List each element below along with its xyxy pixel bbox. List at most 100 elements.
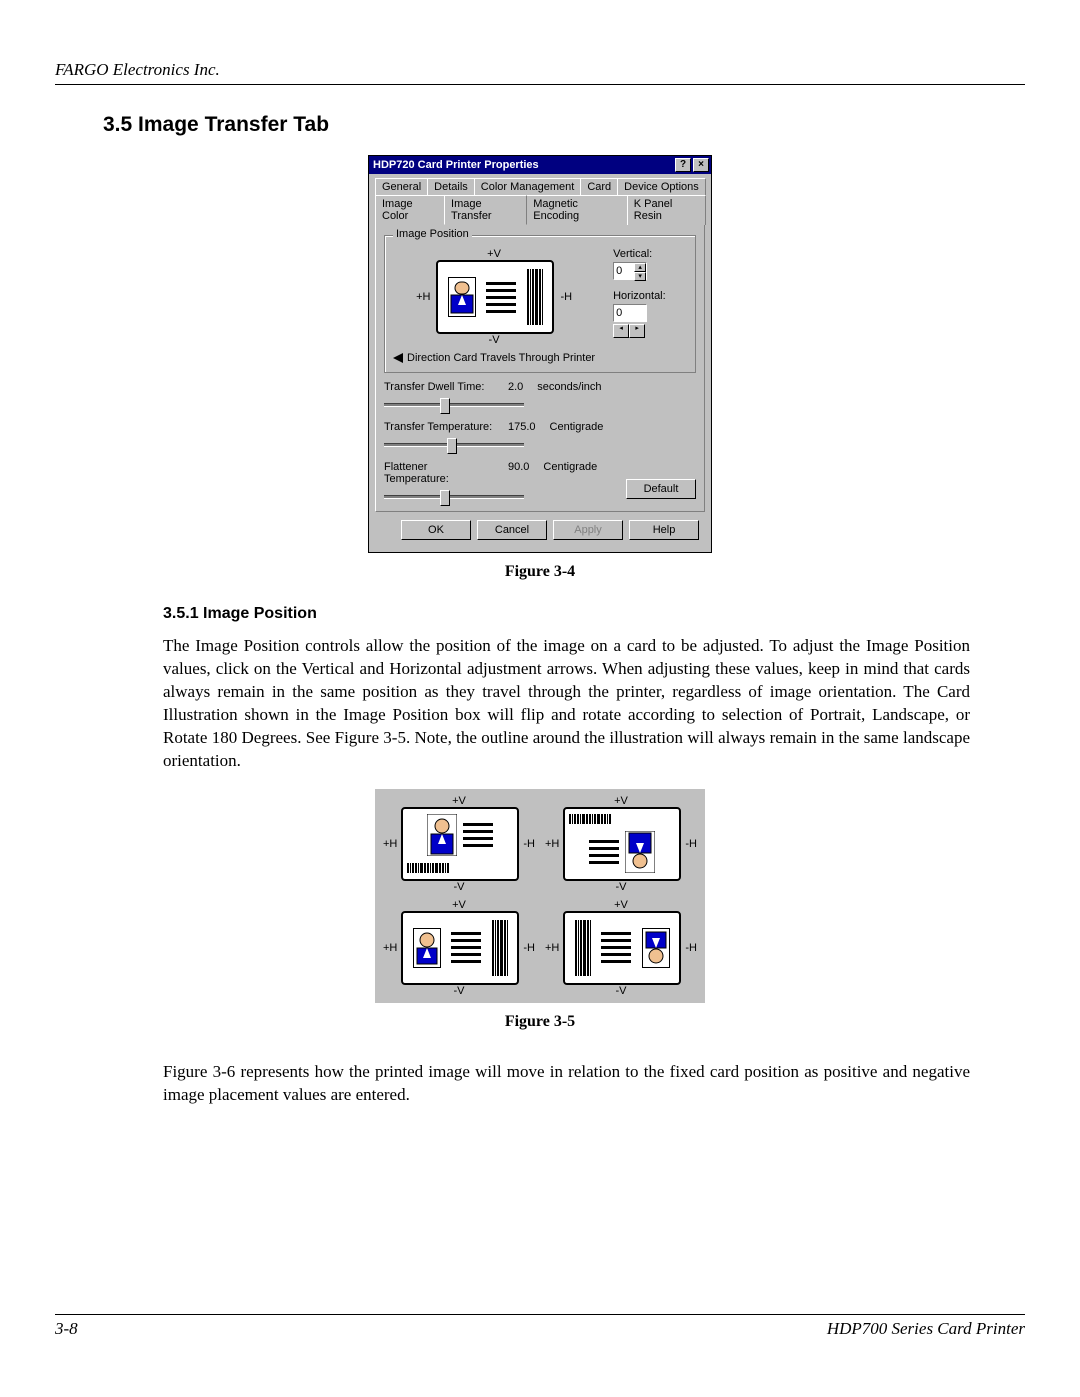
dwell-time-value: 2.0	[508, 381, 523, 393]
minus-h-label: -H	[560, 291, 572, 303]
text-lines-icon	[451, 932, 481, 963]
horizontal-label: Horizontal:	[613, 290, 666, 302]
paragraph-2: Figure 3-6 represents how the printed im…	[163, 1061, 970, 1107]
cell-plus-h: +H	[383, 838, 397, 850]
subsection-title: 3.5.1 Image Position	[163, 605, 1025, 623]
figure-3-5-caption: Figure 3-5	[55, 1013, 1025, 1031]
barcode-icon	[569, 814, 669, 824]
titlebar: HDP720 Card Printer Properties ? ×	[369, 156, 711, 174]
tab-row-1: General Details Color Management Card De…	[375, 178, 705, 195]
minus-v-label: -V	[489, 334, 500, 346]
tab-k-panel-resin[interactable]: K Panel Resin	[627, 195, 706, 225]
tab-image-transfer[interactable]: Image Transfer	[444, 195, 527, 225]
tab-device-options[interactable]: Device Options	[617, 178, 706, 195]
text-lines-icon	[589, 840, 619, 864]
flat-thumb[interactable]	[440, 490, 450, 506]
transfer-temp-unit: Centigrade	[550, 421, 604, 433]
portrait-icon	[413, 928, 441, 968]
tab-color-management[interactable]: Color Management	[474, 178, 582, 195]
horizontal-left-button[interactable]: ◂	[613, 324, 629, 338]
tab-row-2: Image Color Image Transfer Magnetic Enco…	[375, 195, 705, 225]
help-icon[interactable]: ?	[675, 158, 691, 172]
vertical-up-button[interactable]: ▴	[634, 263, 646, 272]
section-title-text: Image Transfer Tab	[138, 113, 329, 136]
cancel-button[interactable]: Cancel	[477, 520, 547, 540]
dwell-time-label: Transfer Dwell Time:	[384, 381, 494, 393]
tab-details[interactable]: Details	[427, 178, 475, 195]
cell-plus-h: +H	[383, 942, 397, 954]
subsection-title-text: Image Position	[203, 605, 317, 622]
horizontal-input[interactable]: 0	[613, 304, 647, 322]
cell-minus-v: -V	[616, 881, 627, 893]
portrait-icon	[642, 928, 670, 968]
text-lines-icon	[463, 823, 493, 847]
text-lines-icon	[486, 282, 516, 313]
vertical-value: 0	[616, 265, 622, 277]
transfer-temp-slider[interactable]	[384, 443, 524, 447]
barcode-icon	[492, 920, 508, 976]
group-title: Image Position	[393, 228, 472, 240]
portrait-icon	[427, 814, 457, 856]
vertical-down-button[interactable]: ▾	[634, 272, 646, 281]
dwell-time-unit: seconds/inch	[537, 381, 601, 393]
transfer-temp-label: Transfer Temperature:	[384, 421, 494, 433]
page-footer: 3-8 HDP700 Series Card Printer	[55, 1314, 1025, 1339]
image-transfer-panel: Image Position +V +H	[375, 224, 705, 512]
flattener-temp-value: 90.0	[508, 461, 529, 485]
cell-minus-v: -V	[454, 881, 465, 893]
horizontal-value: 0	[616, 307, 622, 319]
cell-plus-v: +V	[614, 899, 628, 911]
cell-minus-h: -H	[523, 942, 535, 954]
section-title: 3.5 Image Transfer Tab	[103, 113, 1025, 137]
barcode-icon	[575, 920, 591, 976]
close-icon[interactable]: ×	[693, 158, 709, 172]
dwell-thumb[interactable]	[440, 398, 450, 414]
product-name: HDP700 Series Card Printer	[827, 1319, 1025, 1339]
tab-magnetic-encoding[interactable]: Magnetic Encoding	[526, 195, 628, 225]
titlebar-text: HDP720 Card Printer Properties	[373, 159, 539, 171]
flattener-temp-unit: Centigrade	[543, 461, 597, 485]
portrait-icon	[448, 277, 476, 317]
cell-minus-h: -H	[685, 838, 697, 850]
dwell-time-slider[interactable]	[384, 403, 524, 407]
help-button[interactable]: Help	[629, 520, 699, 540]
tab-general[interactable]: General	[375, 178, 428, 195]
tab-card[interactable]: Card	[580, 178, 618, 195]
apply-button[interactable]: Apply	[553, 520, 623, 540]
barcode-icon	[527, 269, 543, 325]
default-button[interactable]: Default	[626, 479, 696, 499]
section-number: 3.5	[103, 113, 132, 136]
tab-image-color[interactable]: Image Color	[375, 195, 445, 225]
orientation-portrait-front: +V +H	[381, 795, 537, 893]
vertical-label: Vertical:	[613, 248, 666, 260]
page-number: 3-8	[55, 1319, 78, 1339]
card-preview	[436, 260, 554, 334]
cell-plus-h: +H	[545, 838, 559, 850]
flattener-temp-label: Flattener Temperature:	[384, 461, 494, 485]
transfer-temp-value: 175.0	[508, 421, 536, 433]
barcode-icon	[407, 863, 507, 873]
ok-button[interactable]: OK	[401, 520, 471, 540]
cell-plus-h: +H	[545, 942, 559, 954]
text-lines-icon	[601, 932, 631, 963]
image-position-group: Image Position +V +H	[384, 235, 696, 373]
cell-plus-v: +V	[614, 795, 628, 807]
flattener-temp-slider[interactable]	[384, 495, 524, 499]
cell-minus-v: -V	[616, 985, 627, 997]
arrow-left-icon	[393, 353, 403, 363]
cell-minus-h: -H	[685, 942, 697, 954]
cell-plus-v: +V	[452, 795, 466, 807]
properties-dialog: HDP720 Card Printer Properties ? × Gener…	[368, 155, 712, 553]
plus-v-label: +V	[487, 248, 501, 260]
vertical-input[interactable]: 0 ▴ ▾	[613, 262, 647, 280]
temp-thumb[interactable]	[447, 438, 457, 454]
orientation-landscape-180: +V +H -H -V	[543, 899, 699, 997]
direction-text: Direction Card Travels Through Printer	[407, 352, 595, 364]
cell-plus-v: +V	[452, 899, 466, 911]
subsection-number: 3.5.1	[163, 605, 199, 622]
horizontal-right-button[interactable]: ▸	[629, 324, 645, 338]
paragraph-1: The Image Position controls allow the po…	[163, 635, 970, 773]
cell-minus-v: -V	[454, 985, 465, 997]
figure-3-4-caption: Figure 3-4	[55, 563, 1025, 581]
orientation-portrait-back: +V +H	[543, 795, 699, 893]
